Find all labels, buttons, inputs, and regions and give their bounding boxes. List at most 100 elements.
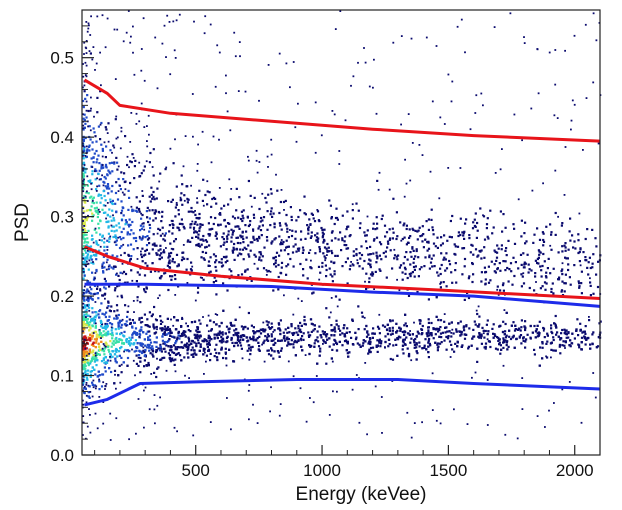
- heatmap-cell: [506, 348, 509, 351]
- heatmap-cell: [126, 163, 129, 167]
- heatmap-cell: [86, 237, 89, 240]
- heatmap-cell: [104, 356, 107, 359]
- heatmap-cell: [144, 290, 147, 294]
- heatmap-cell: [140, 250, 142, 253]
- heatmap-cell: [536, 415, 539, 417]
- heatmap-cell: [126, 364, 129, 367]
- heatmap-cell: [184, 374, 186, 377]
- heatmap-cell: [103, 344, 106, 347]
- heatmap-cell: [85, 100, 88, 103]
- heatmap-cell: [90, 258, 94, 261]
- heatmap-cell: [238, 252, 241, 255]
- cut-line-1: [83, 78, 601, 143]
- heatmap-cell: [385, 328, 389, 331]
- heatmap-cell: [317, 345, 321, 348]
- heatmap-cell: [564, 282, 567, 285]
- heatmap-cell: [106, 213, 109, 216]
- heatmap-cell: [413, 341, 416, 344]
- heatmap-cell: [573, 103, 576, 106]
- heatmap-cell: [294, 339, 296, 342]
- heatmap-cell: [450, 271, 453, 274]
- heatmap-cell: [440, 341, 443, 344]
- heatmap-cell: [86, 257, 89, 260]
- heatmap-cell: [215, 351, 218, 355]
- heatmap-cell: [336, 305, 339, 308]
- heatmap-cell: [183, 199, 186, 202]
- heatmap-cell: [85, 64, 88, 67]
- heatmap-cell: [316, 232, 319, 235]
- heatmap-cell: [313, 342, 316, 345]
- heatmap-cell: [168, 349, 172, 352]
- heatmap-cell: [352, 264, 355, 267]
- heatmap-cell: [115, 239, 118, 242]
- heatmap-cell: [86, 372, 89, 375]
- heatmap-cell: [345, 244, 348, 247]
- heatmap-cell: [359, 257, 362, 260]
- heatmap-cell: [320, 336, 323, 339]
- heatmap-cell: [194, 210, 196, 212]
- heatmap-cell: [587, 261, 590, 264]
- heatmap-cell: [140, 326, 143, 329]
- heatmap-cell: [273, 350, 276, 353]
- heatmap-cell: [445, 285, 448, 288]
- heatmap-cell: [197, 143, 199, 146]
- heatmap-cell: [236, 336, 240, 339]
- heatmap-cell: [440, 236, 443, 239]
- heatmap-cell: [252, 335, 255, 338]
- heatmap-cell: [104, 156, 107, 159]
- heatmap-cell: [100, 302, 103, 305]
- heatmap-cell: [303, 319, 306, 322]
- heatmap-cell: [580, 336, 584, 339]
- heatmap-cell: [480, 280, 483, 283]
- heatmap-cell: [102, 358, 105, 361]
- heatmap-cell: [109, 215, 112, 218]
- heatmap-cell: [107, 348, 110, 351]
- heatmap-cell: [209, 23, 212, 26]
- heatmap-cell: [117, 190, 120, 192]
- heatmap-cell: [117, 324, 120, 327]
- heatmap-cell: [492, 226, 495, 229]
- heatmap-cell: [560, 337, 563, 340]
- heatmap-cell: [102, 350, 106, 353]
- heatmap-cell: [105, 261, 108, 264]
- heatmap-cell: [326, 249, 329, 252]
- heatmap-cell: [91, 331, 94, 334]
- heatmap-cell: [409, 330, 411, 332]
- heatmap-cell: [222, 243, 225, 246]
- heatmap-cell: [460, 345, 463, 348]
- heatmap-cell: [432, 254, 435, 257]
- heatmap-cell: [119, 332, 122, 336]
- heatmap-cell: [249, 241, 252, 244]
- heatmap-cell: [115, 236, 118, 240]
- heatmap-cell: [394, 338, 397, 341]
- heatmap-cell: [396, 354, 399, 357]
- heatmap-cell: [361, 267, 364, 270]
- heatmap-cell: [82, 186, 84, 189]
- heatmap-cell: [82, 366, 85, 369]
- heatmap-cell: [253, 332, 256, 335]
- heatmap-cell: [236, 254, 240, 257]
- heatmap-cell: [97, 194, 100, 197]
- heatmap-cell: [88, 348, 92, 351]
- heatmap-cell: [128, 166, 130, 169]
- heatmap-cell: [187, 336, 190, 339]
- heatmap-cell: [129, 223, 132, 226]
- heatmap-cell: [233, 324, 236, 327]
- heatmap-cell: [175, 253, 179, 256]
- heatmap-cell: [295, 140, 298, 143]
- heatmap-cell: [561, 222, 564, 225]
- heatmap-cell: [262, 267, 266, 270]
- heatmap-cell: [310, 231, 313, 234]
- heatmap-cell: [82, 86, 84, 89]
- heatmap-cell: [177, 352, 180, 355]
- heatmap-cell: [285, 62, 288, 65]
- heatmap-cell: [174, 138, 176, 141]
- heatmap-cell: [388, 343, 391, 346]
- heatmap-cell: [459, 233, 462, 237]
- heatmap-cell: [101, 348, 104, 351]
- heatmap-cell: [505, 344, 508, 347]
- heatmap-cell: [227, 328, 230, 331]
- heatmap-cell: [227, 230, 230, 233]
- heatmap-cell: [320, 134, 323, 137]
- heatmap-cell: [557, 251, 560, 254]
